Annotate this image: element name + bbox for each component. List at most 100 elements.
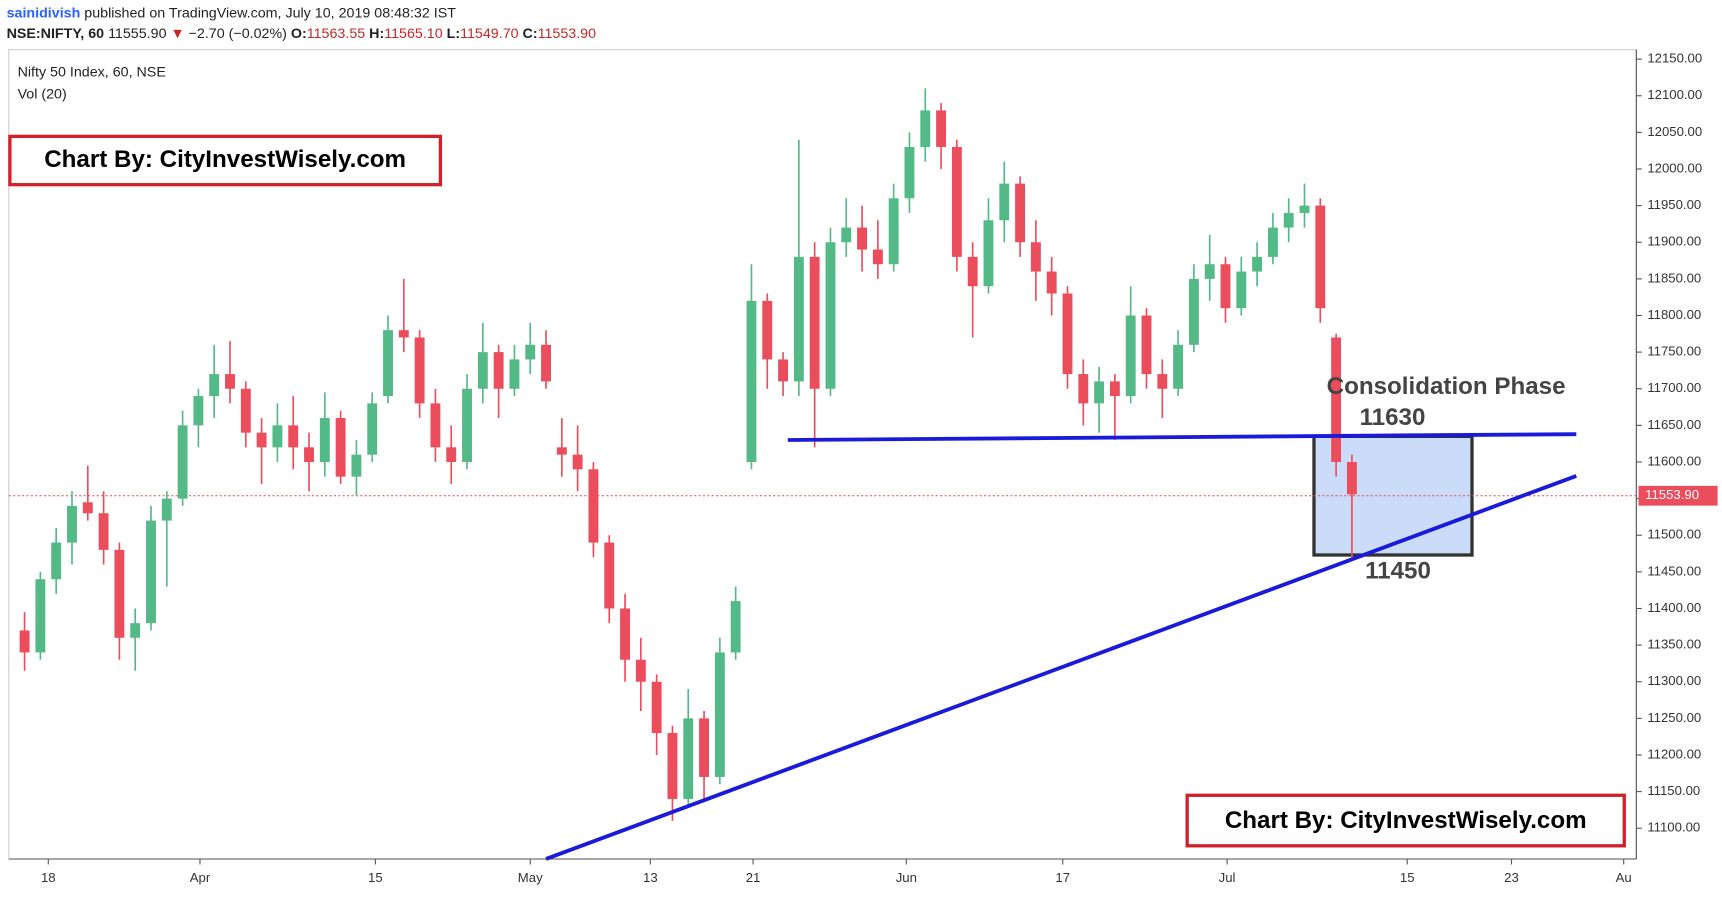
- candle-body: [51, 542, 62, 580]
- trend-line: [787, 432, 1577, 442]
- candle-body: [446, 447, 457, 462]
- candle-body: [620, 608, 630, 660]
- plot: 11100.00 11150.00 11200.00 11250.00 11300.00…: [8, 51, 1718, 885]
- x-tick-label: 23: [1504, 870, 1519, 885]
- candle-body: [367, 403, 378, 455]
- published: published on TradingView.com, July 10, 2…: [84, 5, 456, 21]
- candle-body: [699, 718, 709, 777]
- candle-body: [1252, 256, 1263, 272]
- candle-body: [1030, 242, 1041, 272]
- candle-body: [762, 300, 773, 360]
- candle-body: [1315, 205, 1326, 309]
- candle-body: [778, 359, 789, 382]
- candle-body: [272, 425, 283, 448]
- x-tick-label: Apr: [190, 870, 211, 885]
- x-tick-label: 15: [1400, 870, 1415, 885]
- candle-body: [67, 505, 77, 543]
- symbol: NSE:NIFTY, 60: [7, 26, 105, 42]
- o-label: O:: [291, 26, 307, 42]
- candle-body: [414, 337, 425, 404]
- candle-body: [398, 330, 409, 338]
- candle-body: [209, 374, 220, 397]
- candle-body: [1283, 212, 1294, 228]
- candle-body: [651, 681, 662, 734]
- candle-body: [288, 425, 299, 448]
- y-tick-label: 11500.00: [1647, 527, 1701, 542]
- candle-body: [1157, 374, 1168, 389]
- change: −2.70 (−0.02%): [189, 26, 287, 42]
- candle-body: [604, 542, 615, 609]
- y-tick-label: 11450.00: [1647, 563, 1701, 578]
- header-line: sainidivish published on TradingView.com…: [7, 5, 457, 21]
- watermark-box: [8, 134, 443, 187]
- candle-body: [809, 256, 820, 389]
- y-tick-label: 11700.00: [1647, 380, 1701, 395]
- candle-body: [1173, 344, 1184, 389]
- candle-body: [1046, 271, 1057, 294]
- x-tick-label: 18: [41, 870, 56, 885]
- candle-body: [1109, 381, 1120, 397]
- candle-body: [130, 623, 141, 638]
- y-tick-label: 11600.00: [1647, 453, 1701, 468]
- candle-body: [572, 454, 583, 470]
- candle-body: [493, 352, 504, 389]
- candle-body: [714, 652, 725, 777]
- candle-body: [462, 388, 472, 462]
- candle-body: [193, 396, 204, 426]
- h-label: H:: [369, 26, 384, 42]
- candle-body: [857, 227, 868, 250]
- candle-body: [177, 425, 188, 499]
- y-tick-label: 11950.00: [1647, 197, 1701, 212]
- candle-body: [525, 344, 536, 360]
- candle-body: [225, 374, 235, 389]
- candle-body: [999, 183, 1010, 221]
- y-tick-label: 12150.00: [1647, 51, 1702, 66]
- candle-body: [793, 256, 804, 382]
- candle-body: [1204, 264, 1215, 279]
- candle-body: [1141, 315, 1152, 375]
- candle-body: [1236, 271, 1247, 309]
- y-tick-label: 11800.00: [1647, 307, 1701, 322]
- y-tick-label: 11750.00: [1647, 344, 1701, 359]
- candle-body: [114, 549, 125, 638]
- candle-body: [920, 110, 931, 148]
- candle-body: [967, 256, 978, 287]
- candle-body: [888, 198, 899, 265]
- candle-body: [872, 249, 883, 265]
- candle-body: [82, 502, 93, 514]
- candle-body: [98, 513, 109, 550]
- candle-body: [904, 147, 915, 199]
- candle-body: [1188, 278, 1199, 345]
- y-tick-label: 11150.00: [1647, 783, 1700, 798]
- candle-body: [509, 359, 520, 389]
- annotation: 11450: [1365, 558, 1431, 585]
- series-title: Nifty 50 Index, 60, NSE: [18, 64, 166, 80]
- y-tick-label: 11200.00: [1647, 746, 1701, 761]
- candle-body: [1299, 205, 1310, 213]
- trend-line: [545, 474, 1577, 861]
- watermark: Chart By: CityInvestWisely.com: [44, 146, 406, 173]
- candle-body: [730, 601, 741, 653]
- candle-body: [635, 659, 646, 682]
- candle-body: [556, 447, 567, 455]
- last: 11555.90: [108, 26, 167, 42]
- candle-body: [936, 110, 947, 148]
- o: 11563.55: [307, 26, 366, 42]
- candle-body: [146, 520, 156, 624]
- x-tick-label: Jun: [896, 870, 917, 885]
- c: 11553.90: [538, 26, 597, 42]
- arrow: ▼: [170, 26, 184, 42]
- l-label: L:: [447, 26, 460, 42]
- candle-body: [1015, 183, 1026, 243]
- y-tick-label: 11100.00: [1647, 820, 1700, 835]
- x-tick-label: May: [518, 870, 543, 885]
- candle-body: [161, 498, 172, 521]
- candle-body: [383, 330, 393, 397]
- y-tick-label: 11650.00: [1647, 417, 1701, 432]
- y-tick-label: 11300.00: [1647, 673, 1701, 688]
- annotation: Consolidation Phase: [1327, 373, 1566, 400]
- candle-body: [667, 733, 678, 799]
- candle-body: [35, 579, 46, 653]
- ticker-line: NSE:NIFTY, 60 11555.90 ▼ −2.70 (−0.02%) …: [7, 26, 597, 42]
